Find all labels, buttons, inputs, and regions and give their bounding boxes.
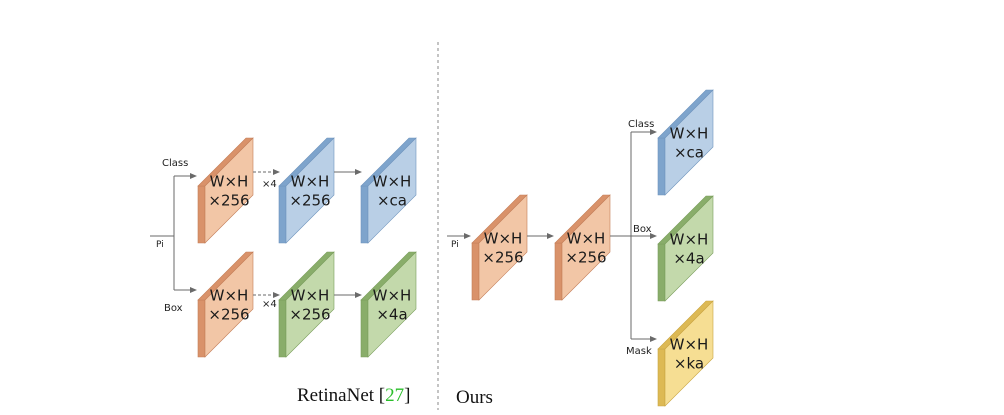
ours-mask-label: Mask bbox=[626, 346, 652, 357]
feature-map-channel-label: ×ka bbox=[674, 355, 704, 373]
retinanet-input-label: Pi bbox=[156, 240, 164, 250]
retinanet-box-feature-map-2: W×H×256 bbox=[278, 251, 335, 358]
retinanet-box-feature-map-3: W×H×4a bbox=[360, 251, 417, 358]
feature-map-size-label: W×H bbox=[484, 230, 523, 248]
retinanet-class-feature-map-2: W×H×256 bbox=[278, 137, 335, 244]
retinanet-class-repeat-label: ×4 bbox=[262, 179, 277, 190]
feature-map-side bbox=[360, 185, 369, 244]
feature-map-face bbox=[367, 251, 417, 358]
ours-shared-feature-map-2: W×H×256 bbox=[554, 194, 611, 301]
ours-class-output-map: W×H×ca bbox=[657, 89, 714, 196]
retinanet-box-label: Box bbox=[164, 303, 183, 314]
feature-map-channel-label: ×4a bbox=[376, 306, 407, 324]
feature-map-size-label: W×H bbox=[210, 173, 249, 191]
feature-map-channel-label: ×256 bbox=[208, 306, 249, 324]
feature-map-side bbox=[197, 299, 206, 358]
ours-box-output-map: W×H×4a bbox=[657, 195, 714, 302]
feature-map-channel-label: ×256 bbox=[565, 249, 606, 267]
feature-map-channel-label: ×ca bbox=[674, 144, 704, 162]
feature-map-face bbox=[664, 300, 714, 407]
feature-map-channel-label: ×4a bbox=[673, 250, 704, 268]
feature-map-side bbox=[197, 185, 206, 244]
feature-map-size-label: W×H bbox=[670, 336, 709, 354]
feature-map-side bbox=[471, 242, 480, 301]
feature-map-face bbox=[285, 137, 335, 244]
feature-map-side bbox=[657, 137, 666, 196]
feature-map-side bbox=[360, 299, 369, 358]
feature-map-channel-label: ×256 bbox=[482, 249, 523, 267]
feature-map-size-label: W×H bbox=[670, 125, 709, 143]
feature-map-face bbox=[204, 251, 254, 358]
retinanet-class-label: Class bbox=[162, 158, 188, 169]
ours-class-label: Class bbox=[628, 119, 654, 130]
feature-map-face bbox=[367, 137, 417, 244]
ours-diagram: Pi W×H×256 W×H×256 Class Box Mask W×H×ca… bbox=[447, 89, 714, 408]
feature-map-face bbox=[285, 251, 335, 358]
retinanet-box-feature-map-1: W×H×256 bbox=[197, 251, 254, 358]
feature-map-size-label: W×H bbox=[291, 173, 330, 191]
feature-map-side bbox=[657, 243, 666, 302]
feature-map-size-label: W×H bbox=[373, 173, 412, 191]
feature-map-side bbox=[278, 185, 287, 244]
feature-map-channel-label: ×ca bbox=[377, 192, 407, 210]
ours-box-label: Box bbox=[633, 224, 652, 235]
feature-map-channel-label: ×256 bbox=[208, 192, 249, 210]
ours-shared-feature-map-1: W×H×256 bbox=[471, 194, 528, 301]
retinanet-class-feature-map-1: W×H×256 bbox=[197, 137, 254, 244]
ours-input-label: Pi bbox=[451, 240, 459, 250]
ours-mask-output-map: W×H×ka bbox=[657, 300, 714, 407]
feature-map-size-label: W×H bbox=[373, 287, 412, 305]
feature-map-size-label: W×H bbox=[210, 287, 249, 305]
feature-map-size-label: W×H bbox=[291, 287, 330, 305]
retinanet-class-feature-map-3: W×H×ca bbox=[360, 137, 417, 244]
retinanet-caption: RetinaNet [27] bbox=[297, 385, 410, 406]
feature-map-face bbox=[664, 195, 714, 302]
feature-map-channel-label: ×256 bbox=[289, 192, 330, 210]
feature-map-face bbox=[561, 194, 611, 301]
retinanet-box-repeat-label: ×4 bbox=[262, 299, 277, 310]
feature-map-face bbox=[478, 194, 528, 301]
feature-map-size-label: W×H bbox=[567, 230, 606, 248]
feature-map-side bbox=[657, 348, 666, 407]
feature-map-side bbox=[278, 299, 287, 358]
feature-map-face bbox=[664, 89, 714, 196]
feature-map-face bbox=[204, 137, 254, 244]
retinanet-diagram: Pi Class Box W×H×256 W×H×256 W×H×ca ×4 W… bbox=[150, 137, 417, 406]
feature-map-channel-label: ×256 bbox=[289, 306, 330, 324]
ours-caption: Ours bbox=[456, 387, 493, 408]
feature-map-side bbox=[554, 242, 563, 301]
feature-map-size-label: W×H bbox=[670, 231, 709, 249]
